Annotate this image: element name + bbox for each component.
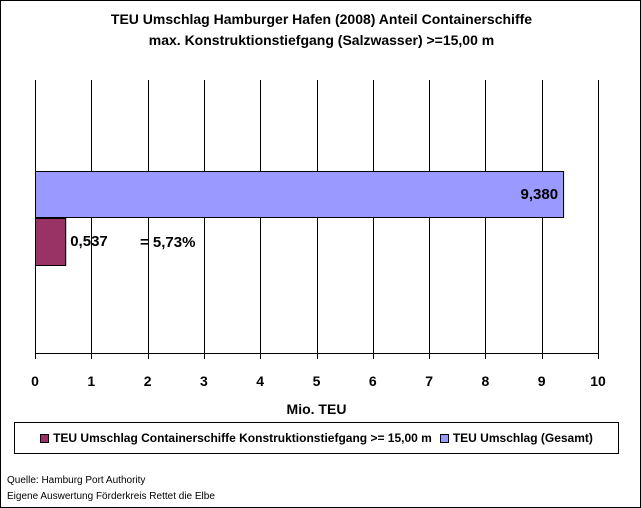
x-tick-label: 6 bbox=[369, 373, 377, 389]
data-label-containerschiffe: 0,537 bbox=[70, 233, 108, 250]
legend-item-containerschiffe: TEU Umschlag Containerschiffe Konstrukti… bbox=[40, 431, 432, 445]
x-axis-label: Mio. TEU bbox=[287, 401, 347, 417]
chart-title-line-1: TEU Umschlag Hamburger Hafen (2008) Ante… bbox=[110, 11, 533, 27]
x-tick-label: 2 bbox=[144, 373, 152, 389]
x-tick-label: 10 bbox=[590, 373, 606, 389]
bar-chart: 0 1 2 3 4 5 6 7 8 9 10 Mio. TEU 9,380 0,537 = 5,73% bbox=[31, 80, 606, 417]
x-tick-label: 5 bbox=[313, 373, 321, 389]
legend-label-containerschiffe: TEU Umschlag Containerschiffe Konstrukti… bbox=[53, 431, 432, 445]
legend-label-gesamt: TEU Umschlag (Gesamt) bbox=[452, 431, 593, 445]
x-tick-label: 1 bbox=[87, 373, 95, 389]
source-line-1: Quelle: Hamburg Port Authority bbox=[7, 475, 146, 486]
x-tick-label: 3 bbox=[200, 373, 208, 389]
x-tick-label: 8 bbox=[482, 373, 490, 389]
bar-gesamt bbox=[35, 171, 565, 218]
share-annotation: = 5,73% bbox=[140, 234, 195, 251]
x-tick-label: 4 bbox=[256, 373, 264, 389]
data-label-gesamt: 9,380 bbox=[521, 186, 559, 203]
chart-title-line-2: max. Konstruktionstiefgang (Salzwasser) … bbox=[148, 32, 495, 48]
legend-item-gesamt: TEU Umschlag (Gesamt) bbox=[439, 431, 593, 445]
x-tick-label: 9 bbox=[538, 373, 546, 389]
x-tick-label: 0 bbox=[31, 373, 39, 389]
source-line-2: Eigene Auswertung Förderkreis Rettet die… bbox=[7, 491, 215, 502]
bar-containerschiffe bbox=[35, 218, 67, 266]
legend-swatch-containerschiffe bbox=[40, 433, 50, 443]
chart-legend: TEU Umschlag Containerschiffe Konstrukti… bbox=[14, 422, 619, 454]
legend-swatch-gesamt bbox=[439, 433, 449, 443]
x-tick-label: 7 bbox=[425, 373, 433, 389]
